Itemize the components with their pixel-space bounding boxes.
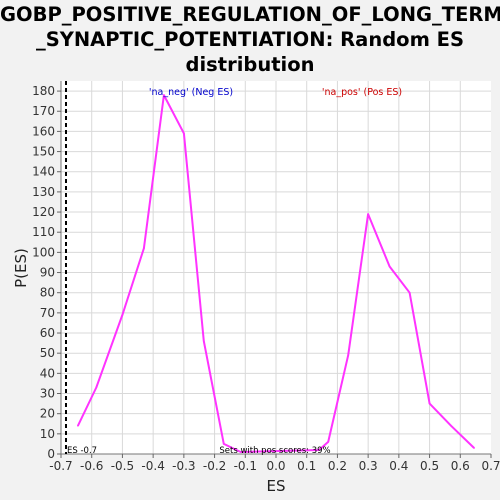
y-tick-label: 60	[40, 326, 55, 340]
legend-neg: 'na_neg' (Neg ES)	[149, 87, 233, 98]
data-point	[203, 340, 205, 342]
y-tick-label: 40	[40, 366, 55, 380]
y-tick-label: 160	[32, 124, 55, 138]
x-tick-label: 0.5	[420, 459, 439, 473]
data-point	[183, 132, 185, 135]
es-distribution-line	[76, 94, 475, 453]
y-tick-label: 80	[40, 286, 55, 300]
grid-layer	[61, 81, 491, 454]
y-tick-label: 150	[32, 145, 55, 159]
x-tick-label: -0.1	[234, 459, 257, 473]
series-layer	[76, 94, 475, 453]
x-tick-label: -0.6	[80, 459, 103, 473]
y-tick-label: 10	[40, 427, 55, 441]
y-tick-label: 0	[47, 447, 55, 461]
data-point	[121, 314, 124, 316]
pos-scores-annotation: Sets with pos scores: 39%	[219, 446, 330, 456]
data-point	[367, 213, 369, 215]
legend-pos: 'na_pos' (Pos ES)	[322, 87, 402, 98]
data-point	[347, 354, 349, 357]
y-tick-label: 170	[32, 104, 55, 118]
x-tick-label: 0.1	[297, 459, 316, 473]
data-point	[428, 402, 431, 405]
x-tick-label: 0.2	[328, 459, 347, 473]
y-tick-label: 50	[40, 346, 55, 360]
data-point	[408, 291, 411, 294]
chart-title: GOBP_POSITIVE_REGULATION_OF_LONG_TERM _S…	[0, 3, 500, 76]
y-axis-label: P(ES)	[12, 248, 30, 288]
y-tick-label: 180	[32, 84, 55, 98]
data-point	[318, 449, 320, 451]
data-point	[327, 441, 330, 443]
data-point	[163, 94, 165, 96]
data-point	[222, 443, 225, 445]
x-tick-label: -0.2	[203, 459, 226, 473]
y-tick-label: 70	[40, 306, 55, 320]
y-tick-label: 120	[32, 205, 55, 219]
data-point	[239, 451, 242, 453]
x-tick-label: -0.5	[111, 459, 134, 473]
x-tick-label: 0.3	[359, 459, 378, 473]
x-tick-label: -0.4	[141, 459, 164, 473]
es-marker-label: ES -0.7	[67, 446, 97, 456]
x-tick-label: 0.6	[451, 459, 470, 473]
y-tick-label: 130	[32, 185, 55, 199]
data-point	[143, 247, 145, 250]
x-tick-label: 0.4	[389, 459, 408, 473]
data-point	[450, 424, 452, 427]
y-tick-label: 100	[32, 245, 55, 259]
y-tick-label: 30	[40, 387, 55, 401]
x-tick-label: -0.7	[49, 459, 72, 473]
data-point	[95, 386, 98, 389]
x-axis-label: ES	[267, 477, 286, 495]
data-point	[388, 265, 391, 268]
data-point	[77, 424, 79, 427]
tick-layer: 0 10 20 30 40 50 60 70 80 90 100 110 120 130 140 150 160…	[32, 84, 500, 473]
data-point	[473, 447, 475, 449]
y-tick-label: 20	[40, 407, 55, 421]
x-tick-label: 0.0	[266, 459, 285, 473]
y-tick-label: 90	[40, 266, 55, 280]
x-tick-label: 0.7	[481, 459, 500, 473]
y-tick-label: 140	[32, 165, 55, 179]
y-tick-label: 110	[32, 225, 55, 239]
x-tick-label: -0.3	[172, 459, 195, 473]
